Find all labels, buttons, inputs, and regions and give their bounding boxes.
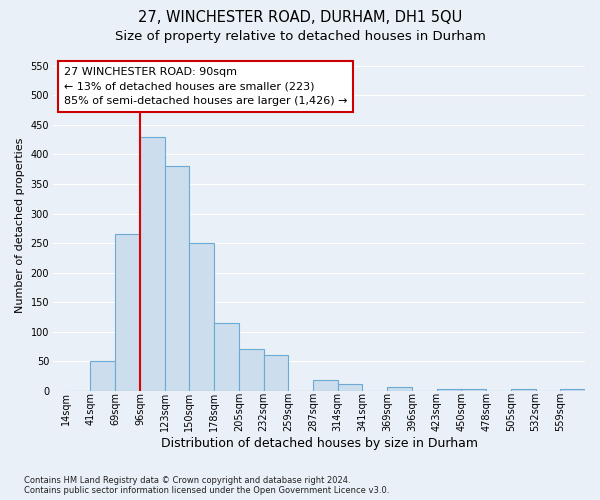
Text: Size of property relative to detached houses in Durham: Size of property relative to detached ho… [115,30,485,43]
Bar [263,356,288,390]
Bar [190,243,214,390]
Bar [164,166,190,390]
Bar [91,361,115,390]
Text: 27 WINCHESTER ROAD: 90sqm
← 13% of detached houses are smaller (223)
85% of semi: 27 WINCHESTER ROAD: 90sqm ← 13% of detac… [64,66,347,106]
Bar [338,384,362,390]
Bar [387,387,412,390]
Bar [239,350,263,391]
Bar [313,380,338,390]
Bar [115,234,140,390]
Y-axis label: Number of detached properties: Number of detached properties [15,138,25,313]
Bar [214,323,239,390]
X-axis label: Distribution of detached houses by size in Durham: Distribution of detached houses by size … [161,437,478,450]
Text: Contains HM Land Registry data © Crown copyright and database right 2024.
Contai: Contains HM Land Registry data © Crown c… [24,476,389,495]
Bar [140,137,164,390]
Text: 27, WINCHESTER ROAD, DURHAM, DH1 5QU: 27, WINCHESTER ROAD, DURHAM, DH1 5QU [138,10,462,25]
